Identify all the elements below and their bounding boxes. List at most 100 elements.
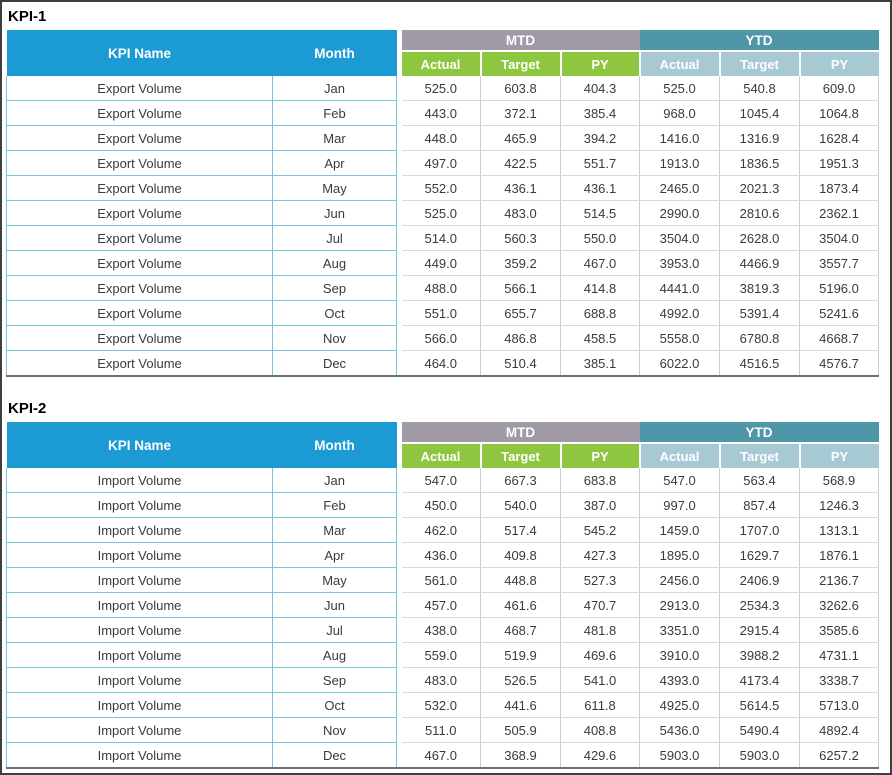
kpi-name-cell[interactable]: Import Volume [6, 592, 273, 618]
ytd-py-cell[interactable]: 4668.7 [799, 325, 879, 351]
mtd-py-cell[interactable]: 514.5 [560, 200, 640, 226]
month-cell[interactable]: Jul [272, 225, 397, 251]
mtd-target-cell[interactable]: 359.2 [480, 250, 561, 276]
kpi-name-cell[interactable]: Import Volume [6, 642, 273, 668]
ytd-actual-cell[interactable]: 968.0 [639, 100, 720, 126]
ytd-actual-cell[interactable]: 1913.0 [639, 150, 720, 176]
mtd-target-cell[interactable]: 372.1 [480, 100, 561, 126]
kpi-name-cell[interactable]: Import Volume [6, 517, 273, 543]
ytd-py-cell[interactable]: 1951.3 [799, 150, 879, 176]
mtd-target-cell[interactable]: 409.8 [480, 542, 561, 568]
mtd-py-cell[interactable]: 385.4 [560, 100, 640, 126]
mtd-py-cell[interactable]: 611.8 [560, 692, 640, 718]
mtd-actual-cell[interactable]: 483.0 [401, 667, 481, 693]
ytd-target-cell[interactable]: 2915.4 [719, 617, 800, 643]
ytd-actual-cell[interactable]: 4992.0 [639, 300, 720, 326]
mtd-target-cell[interactable]: 540.0 [480, 492, 561, 518]
ytd-target-cell[interactable]: 3988.2 [719, 642, 800, 668]
mtd-actual-cell[interactable]: 497.0 [401, 150, 481, 176]
mtd-target-cell[interactable]: 441.6 [480, 692, 561, 718]
mtd-actual-cell[interactable]: 449.0 [401, 250, 481, 276]
ytd-py-cell[interactable]: 3504.0 [799, 225, 879, 251]
month-cell[interactable]: Nov [272, 325, 397, 351]
ytd-actual-cell[interactable]: 547.0 [639, 468, 720, 493]
ytd-target-cell[interactable]: 563.4 [719, 468, 800, 493]
mtd-actual-cell[interactable]: 464.0 [401, 350, 481, 377]
mtd-actual-cell[interactable]: 547.0 [401, 468, 481, 493]
ytd-py-cell[interactable]: 1064.8 [799, 100, 879, 126]
mtd-target-cell[interactable]: 486.8 [480, 325, 561, 351]
ytd-py-cell[interactable]: 1628.4 [799, 125, 879, 151]
ytd-target-cell[interactable]: 2810.6 [719, 200, 800, 226]
mtd-target-cell[interactable]: 505.9 [480, 717, 561, 743]
mtd-py-cell[interactable]: 481.8 [560, 617, 640, 643]
ytd-py-cell[interactable]: 3338.7 [799, 667, 879, 693]
ytd-py-cell[interactable]: 6257.2 [799, 742, 879, 769]
month-cell[interactable]: Jun [272, 592, 397, 618]
ytd-target-cell[interactable]: 4516.5 [719, 350, 800, 377]
month-cell[interactable]: Jan [272, 468, 397, 493]
kpi-name-cell[interactable]: Export Volume [6, 350, 273, 377]
mtd-actual-cell[interactable]: 450.0 [401, 492, 481, 518]
kpi-name-cell[interactable]: Export Volume [6, 100, 273, 126]
ytd-py-cell[interactable]: 609.0 [799, 76, 879, 101]
mtd-actual-cell[interactable]: 467.0 [401, 742, 481, 769]
month-cell[interactable]: Jun [272, 200, 397, 226]
ytd-py-cell[interactable]: 5196.0 [799, 275, 879, 301]
mtd-actual-cell[interactable]: 561.0 [401, 567, 481, 593]
ytd-py-cell[interactable]: 5241.6 [799, 300, 879, 326]
ytd-actual-cell[interactable]: 2913.0 [639, 592, 720, 618]
kpi-name-cell[interactable]: Import Volume [6, 742, 273, 769]
month-cell[interactable]: May [272, 567, 397, 593]
ytd-target-cell[interactable]: 857.4 [719, 492, 800, 518]
month-cell[interactable]: Aug [272, 642, 397, 668]
mtd-actual-cell[interactable]: 488.0 [401, 275, 481, 301]
mtd-py-cell[interactable]: 683.8 [560, 468, 640, 493]
month-cell[interactable]: Dec [272, 350, 397, 377]
mtd-target-cell[interactable]: 667.3 [480, 468, 561, 493]
ytd-py-cell[interactable]: 2136.7 [799, 567, 879, 593]
mtd-target-cell[interactable]: 461.6 [480, 592, 561, 618]
ytd-actual-cell[interactable]: 3910.0 [639, 642, 720, 668]
mtd-py-cell[interactable]: 550.0 [560, 225, 640, 251]
month-cell[interactable]: Mar [272, 517, 397, 543]
month-cell[interactable]: Sep [272, 667, 397, 693]
mtd-target-cell[interactable]: 368.9 [480, 742, 561, 769]
ytd-target-cell[interactable]: 4173.4 [719, 667, 800, 693]
kpi-name-cell[interactable]: Import Volume [6, 717, 273, 743]
ytd-py-cell[interactable]: 4892.4 [799, 717, 879, 743]
mtd-target-cell[interactable]: 566.1 [480, 275, 561, 301]
mtd-py-cell[interactable]: 427.3 [560, 542, 640, 568]
month-cell[interactable]: Oct [272, 300, 397, 326]
mtd-target-cell[interactable]: 436.1 [480, 175, 561, 201]
ytd-target-cell[interactable]: 1707.0 [719, 517, 800, 543]
ytd-py-cell[interactable]: 4576.7 [799, 350, 879, 377]
ytd-actual-cell[interactable]: 6022.0 [639, 350, 720, 377]
mtd-target-cell[interactable]: 517.4 [480, 517, 561, 543]
mtd-py-cell[interactable]: 545.2 [560, 517, 640, 543]
ytd-target-cell[interactable]: 4466.9 [719, 250, 800, 276]
mtd-target-cell[interactable]: 510.4 [480, 350, 561, 377]
ytd-target-cell[interactable]: 2628.0 [719, 225, 800, 251]
ytd-py-cell[interactable]: 1876.1 [799, 542, 879, 568]
month-cell[interactable]: Dec [272, 742, 397, 769]
kpi-name-cell[interactable]: Export Volume [6, 175, 273, 201]
mtd-py-cell[interactable]: 688.8 [560, 300, 640, 326]
mtd-actual-cell[interactable]: 525.0 [401, 200, 481, 226]
mtd-actual-cell[interactable]: 457.0 [401, 592, 481, 618]
mtd-actual-cell[interactable]: 514.0 [401, 225, 481, 251]
kpi-name-cell[interactable]: Export Volume [6, 200, 273, 226]
mtd-target-cell[interactable]: 483.0 [480, 200, 561, 226]
mtd-py-cell[interactable]: 429.6 [560, 742, 640, 769]
month-cell[interactable]: Oct [272, 692, 397, 718]
kpi-name-cell[interactable]: Export Volume [6, 250, 273, 276]
ytd-py-cell[interactable]: 5713.0 [799, 692, 879, 718]
mtd-target-cell[interactable]: 603.8 [480, 76, 561, 101]
ytd-py-cell[interactable]: 2362.1 [799, 200, 879, 226]
ytd-target-cell[interactable]: 6780.8 [719, 325, 800, 351]
month-cell[interactable]: Apr [272, 150, 397, 176]
kpi-name-cell[interactable]: Import Volume [6, 567, 273, 593]
month-cell[interactable]: May [272, 175, 397, 201]
mtd-py-cell[interactable]: 408.8 [560, 717, 640, 743]
kpi-name-cell[interactable]: Export Volume [6, 225, 273, 251]
